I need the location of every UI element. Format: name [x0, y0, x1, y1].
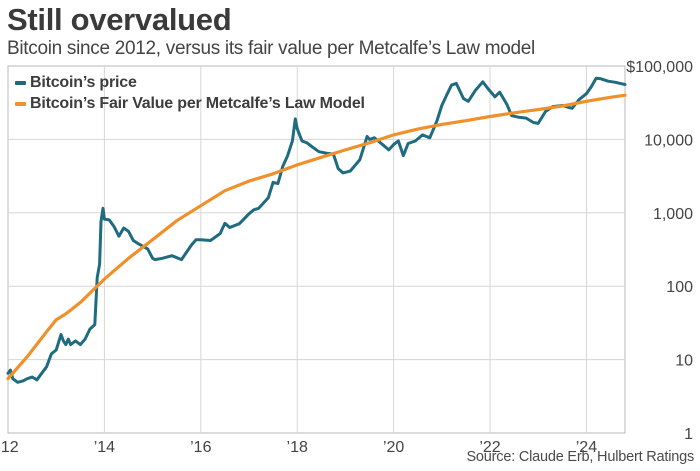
y-tick-label: 10,000 — [644, 132, 693, 149]
source-note: Source: Claude Erb, Hulbert Ratings — [466, 449, 694, 465]
legend-swatch-fair-value — [15, 101, 26, 106]
series-line-price — [6, 76, 627, 384]
x-tick-label: ’18 — [287, 439, 308, 456]
legend-swatch-price — [15, 80, 26, 85]
chart-title: Still overvalued — [7, 2, 232, 37]
y-tick-label: 1 — [684, 426, 693, 443]
x-tick-label: ’14 — [94, 439, 115, 456]
y-tick-label: 100 — [666, 279, 693, 296]
y-tick-label: 1,000 — [653, 206, 693, 223]
x-tick-label: ’22 — [479, 439, 500, 456]
y-axis-tick-labels: $100,000 10,000 1,000 100 10 1 — [626, 59, 693, 443]
legend-label-fair-value: Bitcoin’s Fair Value per Metcalfe’s Law … — [30, 94, 365, 112]
x-tick-label: ’12 — [0, 439, 19, 456]
legend: Bitcoin’s price Bitcoin’s Fair Value per… — [15, 72, 365, 114]
legend-item-price: Bitcoin’s price — [15, 72, 365, 93]
y-tick-label: $100,000 — [626, 59, 693, 76]
series-lines — [6, 76, 627, 384]
plot-frame — [7, 65, 626, 434]
x-tick-label: ’16 — [190, 439, 211, 456]
x-tick-label: ’20 — [383, 439, 404, 456]
x-axis-tick-labels: ’12 ’14 ’16 ’18 ’20 ’22 ’24 — [0, 439, 597, 456]
legend-label-price: Bitcoin’s price — [30, 73, 137, 91]
legend-item-fair-value: Bitcoin’s Fair Value per Metcalfe’s Law … — [15, 93, 365, 114]
gridlines — [7, 65, 626, 434]
chart-subtitle: Bitcoin since 2012, versus its fair valu… — [7, 38, 535, 59]
y-tick-label: 10 — [675, 353, 693, 370]
x-tick-label: ’24 — [576, 439, 597, 456]
